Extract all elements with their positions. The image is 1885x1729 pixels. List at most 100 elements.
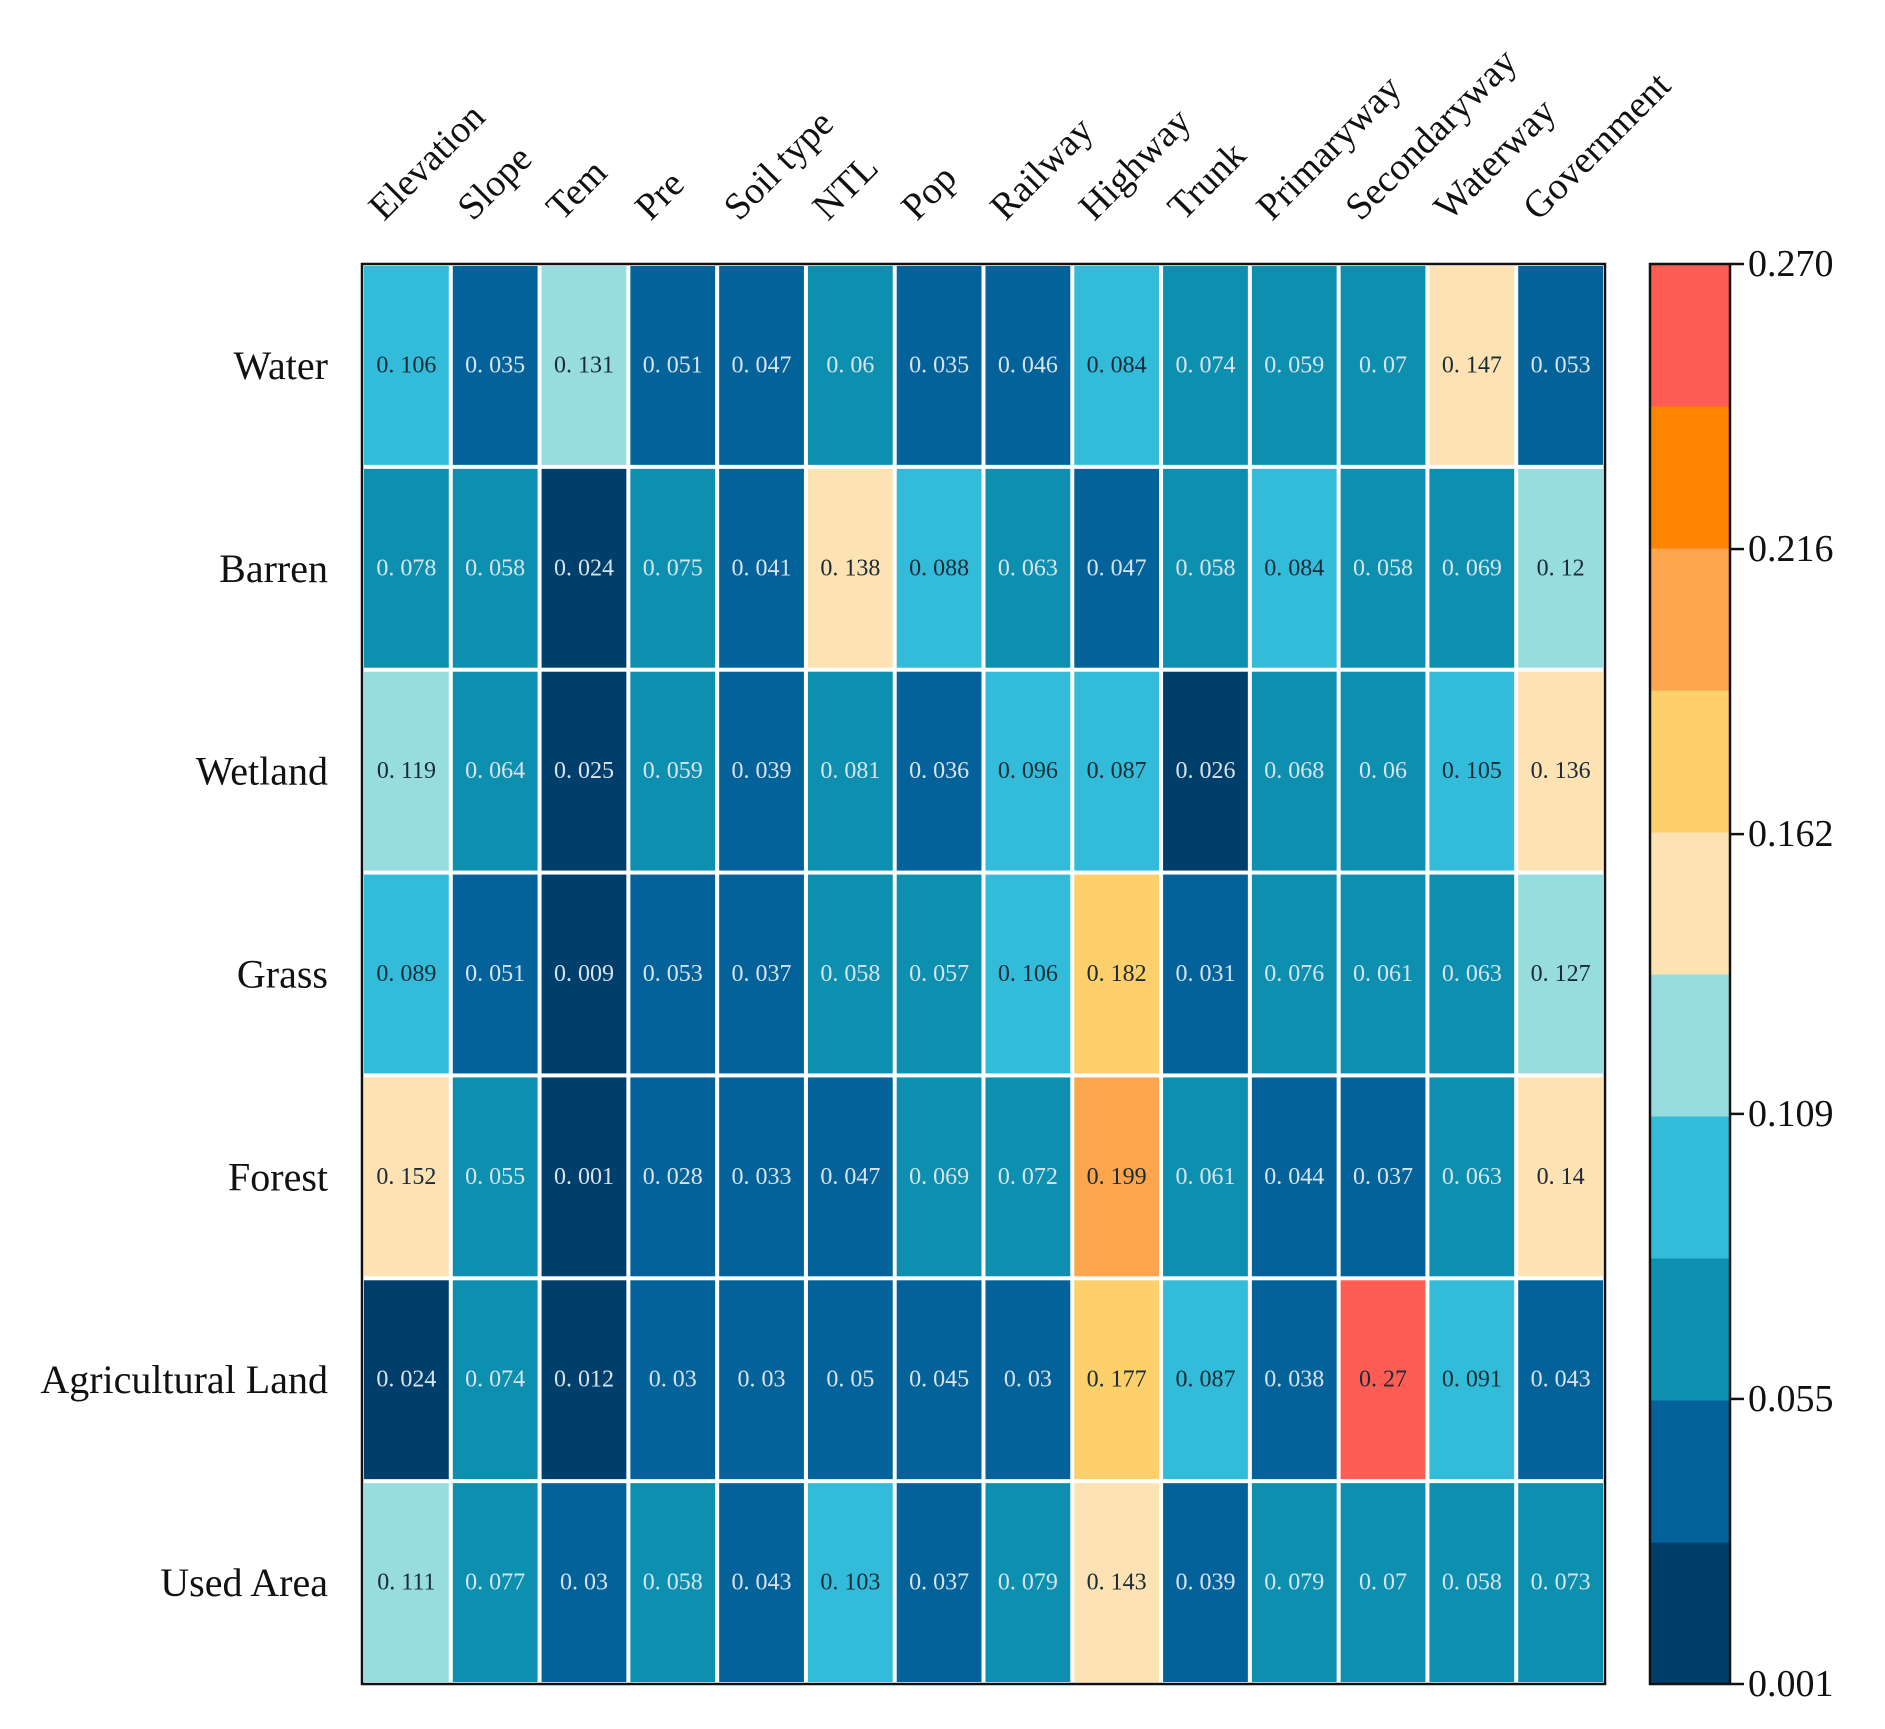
cell-value-label: 0. 058 (643, 1570, 703, 1596)
cell-value-label: 0. 061 (1175, 1164, 1235, 1190)
heatmap-cell (896, 671, 982, 871)
cell-value-label: 0. 055 (465, 1164, 525, 1190)
cell-value-label: 0. 069 (909, 1164, 969, 1190)
cell-value-label: 0. 182 (1087, 961, 1147, 987)
heatmap-cell (630, 671, 716, 871)
cell-value-label: 0. 058 (1353, 555, 1413, 581)
heatmap-cell (1251, 1280, 1337, 1480)
cells-layer: 0. 106 0. 035 0. 131 0. 051 0. 047 0. 06 0. 03… (364, 266, 1603, 1682)
heatmap-cell (1251, 266, 1337, 465)
cell-value-label: 0. 105 (1442, 758, 1502, 784)
heatmap-cell (896, 266, 982, 465)
heatmap-cell (1074, 1483, 1160, 1682)
heatmap-cell (1429, 874, 1515, 1074)
heatmap-cell (364, 874, 449, 1074)
heatmap-cell (1429, 1483, 1515, 1682)
cell-value-label: 0. 07 (1359, 352, 1407, 378)
heatmap-cell (807, 266, 893, 465)
cell-value-label: 0. 058 (465, 555, 525, 581)
cell-value-label: 0. 091 (1442, 1367, 1502, 1393)
heatmap-cell (985, 1280, 1071, 1480)
heatmap-cell (452, 874, 538, 1074)
heatmap-cell (1340, 266, 1426, 465)
heatmap-cell (1340, 874, 1426, 1074)
heatmap-cell (541, 1077, 627, 1277)
row-label: Agricultural Land (40, 1357, 328, 1402)
cell-value-label: 0. 14 (1537, 1164, 1585, 1190)
cell-value-label: 0. 043 (732, 1570, 792, 1596)
heatmap-cell (896, 1077, 982, 1277)
heatmap-cell (1429, 266, 1515, 465)
cell-value-label: 0. 136 (1531, 758, 1591, 784)
cell-value-label: 0. 06 (1359, 758, 1407, 784)
cell-value-label: 0. 037 (909, 1570, 969, 1596)
cell-value-label: 0. 072 (998, 1164, 1058, 1190)
heatmap-cell (364, 468, 449, 668)
cell-value-label: 0. 037 (732, 961, 792, 987)
heatmap-cell (1163, 1280, 1248, 1480)
heatmap-cell (630, 468, 716, 668)
colorbar-tick-label: 0.270 (1748, 243, 1834, 285)
heatmap-cell (807, 1280, 893, 1480)
cell-value-label: 0. 051 (643, 352, 703, 378)
heatmap-cell (1340, 1077, 1426, 1277)
cell-value-label: 0. 047 (1087, 555, 1147, 581)
heatmap-cell (541, 468, 627, 668)
cell-value-label: 0. 138 (820, 555, 880, 581)
heatmap-cell (1251, 1483, 1337, 1682)
cell-value-label: 0. 035 (465, 352, 525, 378)
heatmap-cell (452, 468, 538, 668)
cell-value-label: 0. 025 (554, 758, 614, 784)
cell-value-label: 0. 058 (820, 961, 880, 987)
cell-value-label: 0. 038 (1264, 1367, 1324, 1393)
cell-value-label: 0. 068 (1264, 758, 1324, 784)
heatmap-cell (719, 1280, 804, 1480)
row-label: Barren (219, 546, 328, 591)
cell-value-label: 0. 033 (732, 1164, 792, 1190)
colorbar-segment (1650, 832, 1730, 975)
cell-value-label: 0. 041 (732, 555, 792, 581)
heatmap-cell (807, 874, 893, 1074)
cell-value-label: 0. 079 (998, 1570, 1058, 1596)
colorbar-segment (1650, 1116, 1730, 1259)
heatmap-cell (896, 1483, 982, 1682)
cell-value-label: 0. 046 (998, 352, 1058, 378)
cell-value-label: 0. 103 (820, 1570, 880, 1596)
heatmap-cell (719, 874, 804, 1074)
heatmap-cell (1163, 468, 1248, 668)
cell-value-label: 0. 06 (826, 352, 874, 378)
cell-value-label: 0. 03 (649, 1367, 697, 1393)
heatmap-cell (1340, 671, 1426, 871)
plot-frame (360, 262, 1607, 1686)
cell-value-label: 0. 05 (826, 1367, 874, 1393)
heatmap-cell (1429, 1280, 1515, 1480)
heatmap-cell (541, 266, 627, 465)
heatmap-cell (1251, 1077, 1337, 1277)
heatmap-cell (1163, 1077, 1248, 1277)
cell-value-label: 0. 147 (1442, 352, 1502, 378)
heatmap-cell (807, 1483, 893, 1682)
heatmap-cell (719, 468, 804, 668)
heatmap-cell (1163, 1483, 1248, 1682)
cell-value-label: 0. 026 (1175, 758, 1235, 784)
heatmap-cell (719, 266, 804, 465)
cell-value-label: 0. 039 (732, 758, 792, 784)
cell-value-label: 0. 024 (376, 1367, 436, 1393)
heatmap-cell (1074, 1077, 1160, 1277)
cell-value-label: 0. 073 (1531, 1570, 1591, 1596)
row-labels: Water Barren Wetland Grass Forest Agricultura… (40, 343, 328, 1605)
heatmap-cell (1340, 1280, 1426, 1480)
heatmap-cell (452, 671, 538, 871)
heatmap-cell (364, 671, 449, 871)
cell-value-label: 0. 075 (643, 555, 703, 581)
heatmap-cell (630, 1280, 716, 1480)
cell-value-label: 0. 03 (1004, 1367, 1052, 1393)
cell-value-label: 0. 03 (738, 1367, 786, 1393)
heatmap-cell (807, 468, 893, 668)
heatmap-cell (1340, 468, 1426, 668)
cell-value-label: 0. 057 (909, 961, 969, 987)
row-label: Forest (228, 1154, 328, 1199)
cell-value-label: 0. 084 (1087, 352, 1147, 378)
cell-value-label: 0. 064 (465, 758, 525, 784)
